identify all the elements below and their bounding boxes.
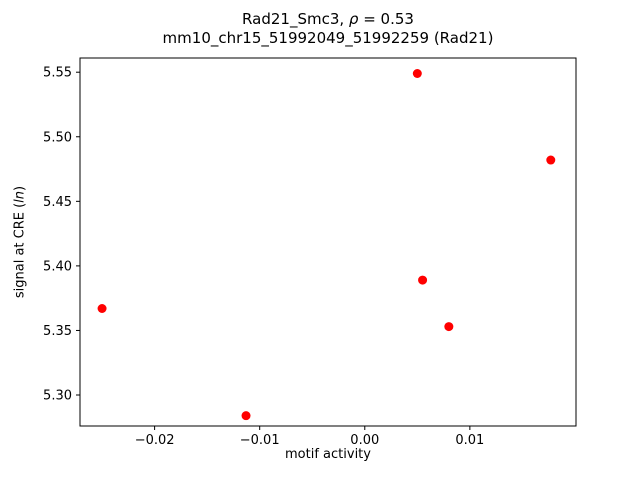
y-axis-label-text: signal at CRE ( [12,202,28,299]
data-point [241,411,251,421]
chart-title: Rad21_Smc3, ρ = 0.53 mm10_chr15_51992049… [80,10,576,48]
data-point [412,68,422,78]
y-tick-label: 5.40 [43,259,72,274]
x-tick-label: −0.02 [135,433,175,448]
chart-title-line2: mm10_chr15_51992049_51992259 (Rad21) [162,29,494,47]
data-point [444,322,454,332]
title-correlation-value: = 0.53 [358,10,414,28]
y-tick-label: 5.50 [43,130,72,145]
data-point [97,303,107,313]
y-tick-label: 5.30 [43,389,72,404]
y-tick-label: 5.45 [43,195,72,210]
y-tick-label: 5.55 [43,66,72,81]
title-text: Rad21_Smc3, [242,10,349,28]
plot-border [79,57,577,427]
data-point [546,155,556,165]
x-tick-label: 0.01 [455,433,484,448]
x-tick-label: −0.01 [240,433,280,448]
y-axis-label: signal at CRE (ln) [13,186,28,298]
title-rho-symbol: ρ [348,10,359,28]
x-axis-label: motif activity [285,447,371,462]
y-axis-label-ln: ln [12,190,28,203]
x-tick-label: 0.00 [350,433,379,448]
y-tick-label: 5.35 [43,324,72,339]
chart-title-line1: Rad21_Smc3, ρ = 0.53 [80,10,576,29]
y-axis-label-close: ) [12,185,28,191]
data-point [418,275,428,285]
